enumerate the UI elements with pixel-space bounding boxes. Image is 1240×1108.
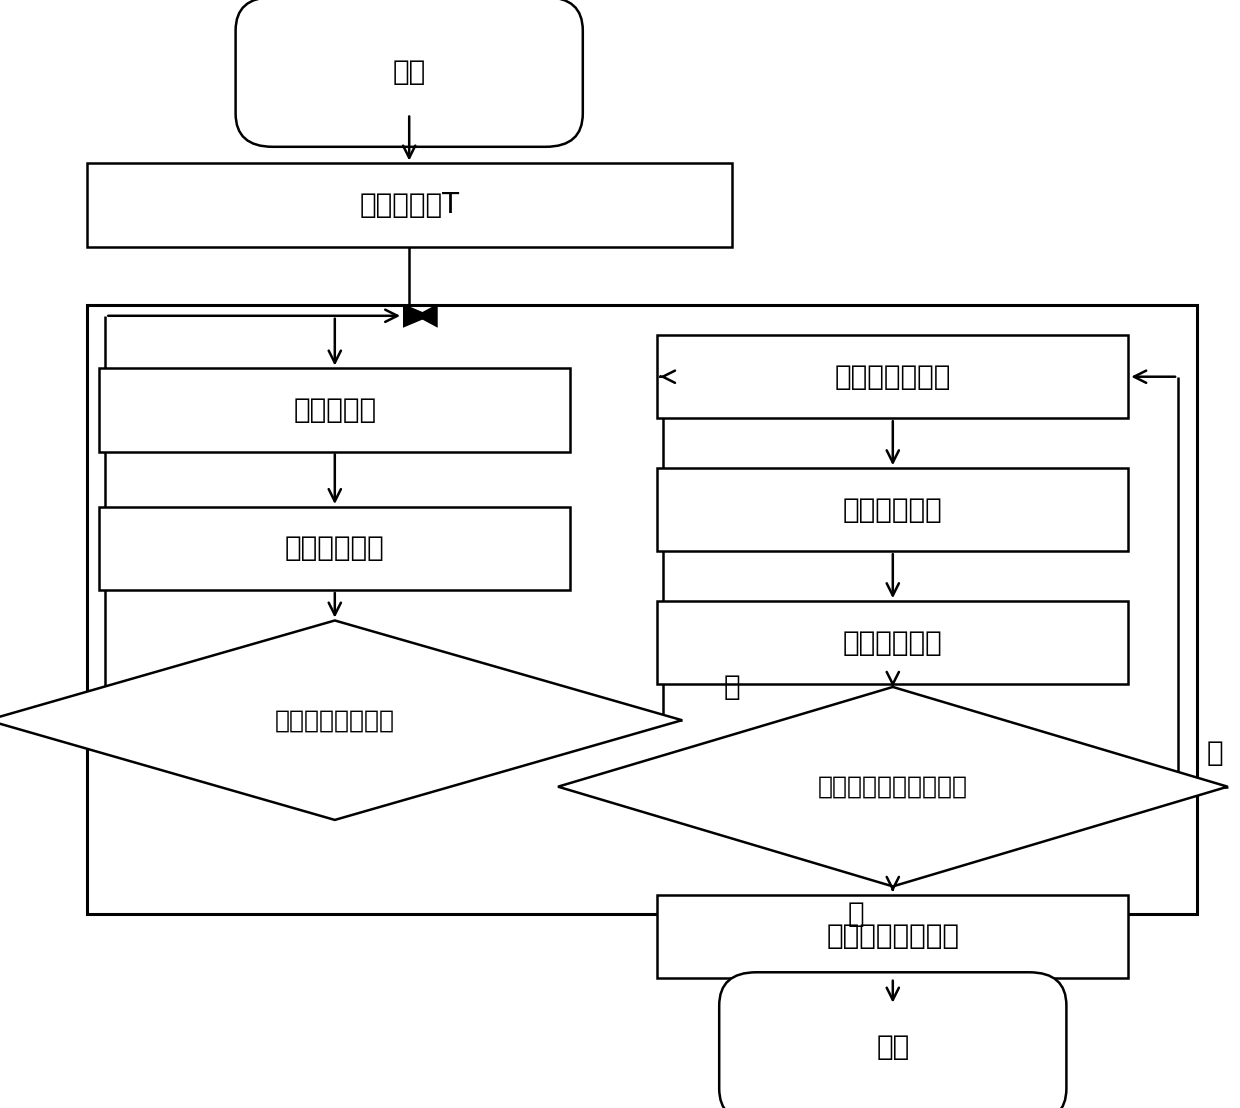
Text: 初始化狼群: 初始化狼群 xyxy=(293,396,377,424)
Bar xyxy=(657,601,1128,684)
Text: 输出最佳变量取值: 输出最佳变量取值 xyxy=(826,922,960,951)
Text: 开始: 开始 xyxy=(393,58,425,86)
Text: 是否达到最大迭代次数: 是否达到最大迭代次数 xyxy=(818,774,967,799)
Text: 是: 是 xyxy=(847,900,864,929)
Polygon shape xyxy=(558,687,1228,886)
Bar xyxy=(87,305,1197,914)
Bar xyxy=(657,895,1128,977)
Text: 调用系统参数: 调用系统参数 xyxy=(285,534,384,563)
Bar xyxy=(99,368,570,452)
FancyBboxPatch shape xyxy=(236,0,583,146)
Text: 计算目标函数值: 计算目标函数值 xyxy=(835,362,951,391)
Text: 结束: 结束 xyxy=(877,1033,909,1061)
Bar xyxy=(87,164,732,247)
Text: 是否满足约束条件: 是否满足约束条件 xyxy=(275,708,394,732)
FancyBboxPatch shape xyxy=(719,973,1066,1108)
Text: 输入参数：T: 输入参数：T xyxy=(360,191,459,219)
Polygon shape xyxy=(0,620,682,820)
Bar xyxy=(657,468,1128,551)
Bar xyxy=(99,507,570,589)
Polygon shape xyxy=(415,304,438,328)
Text: 否: 否 xyxy=(1207,739,1224,768)
Text: 更新狼群位置: 更新狼群位置 xyxy=(843,628,942,657)
Text: 是: 是 xyxy=(723,673,740,701)
Polygon shape xyxy=(403,304,432,328)
Text: 选择最佳灰狼: 选择最佳灰狼 xyxy=(843,495,942,524)
Bar xyxy=(657,335,1128,418)
